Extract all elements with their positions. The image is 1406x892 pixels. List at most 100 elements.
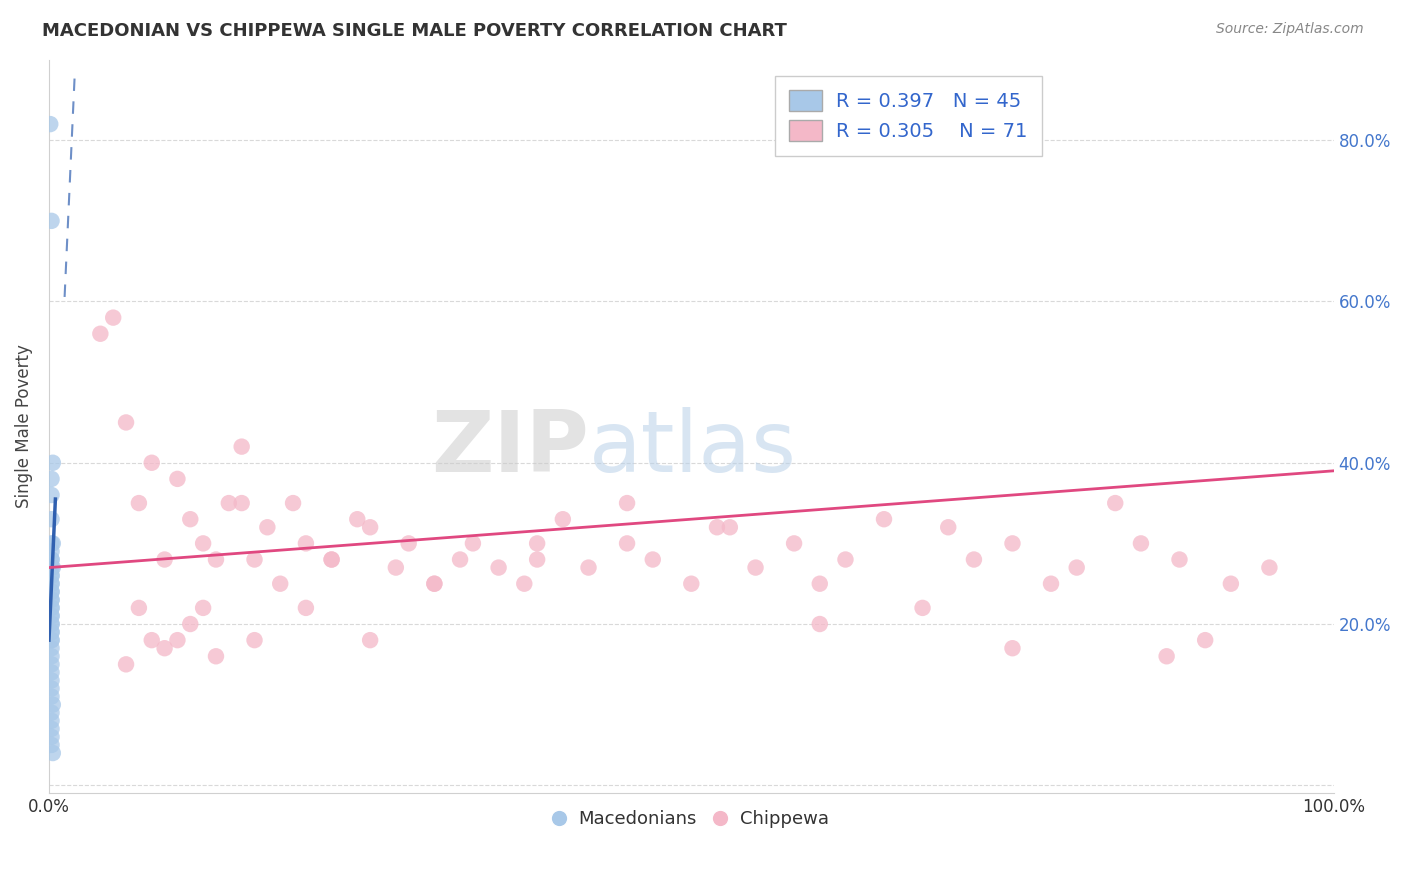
Point	[706, 520, 728, 534]
Point	[179, 617, 201, 632]
Point	[808, 576, 831, 591]
Point	[295, 536, 318, 550]
Point	[359, 520, 381, 534]
Point	[295, 600, 318, 615]
Point	[41, 584, 63, 599]
Point	[41, 512, 63, 526]
Point	[41, 617, 63, 632]
Point	[41, 633, 63, 648]
Point	[41, 592, 63, 607]
Point	[243, 552, 266, 566]
Point	[41, 617, 63, 632]
Point	[1168, 552, 1191, 566]
Point	[231, 496, 253, 510]
Point	[641, 552, 664, 566]
Point	[681, 576, 703, 591]
Point	[41, 633, 63, 648]
Point	[1066, 560, 1088, 574]
Point	[936, 520, 959, 534]
Point	[1194, 633, 1216, 648]
Legend: Macedonians, Chippewa: Macedonians, Chippewa	[546, 803, 837, 836]
Point	[41, 625, 63, 640]
Point	[513, 576, 536, 591]
Point	[1219, 576, 1241, 591]
Point	[218, 496, 240, 510]
Point	[1129, 536, 1152, 550]
Point	[449, 552, 471, 566]
Point	[526, 552, 548, 566]
Text: ZIP: ZIP	[430, 407, 589, 490]
Point	[179, 512, 201, 526]
Point	[42, 746, 65, 760]
Point	[41, 592, 63, 607]
Point	[41, 641, 63, 656]
Point	[41, 609, 63, 624]
Point	[526, 536, 548, 550]
Point	[488, 560, 510, 574]
Point	[141, 633, 163, 648]
Point	[873, 512, 896, 526]
Point	[191, 536, 214, 550]
Point	[205, 649, 228, 664]
Point	[911, 600, 934, 615]
Point	[205, 552, 228, 566]
Point	[551, 512, 574, 526]
Point	[191, 600, 214, 615]
Point	[41, 544, 63, 558]
Point	[269, 576, 291, 591]
Point	[128, 496, 150, 510]
Point	[41, 536, 63, 550]
Point	[41, 625, 63, 640]
Point	[231, 440, 253, 454]
Point	[256, 520, 278, 534]
Point	[41, 609, 63, 624]
Point	[398, 536, 420, 550]
Point	[41, 600, 63, 615]
Point	[1104, 496, 1126, 510]
Point	[1001, 536, 1024, 550]
Point	[359, 633, 381, 648]
Point	[461, 536, 484, 550]
Point	[808, 617, 831, 632]
Point	[166, 633, 188, 648]
Point	[423, 576, 446, 591]
Point	[616, 536, 638, 550]
Point	[41, 738, 63, 752]
Point	[744, 560, 766, 574]
Point	[41, 552, 63, 566]
Y-axis label: Single Male Poverty: Single Male Poverty	[15, 344, 32, 508]
Point	[834, 552, 856, 566]
Point	[41, 722, 63, 736]
Point	[41, 488, 63, 502]
Point	[616, 496, 638, 510]
Point	[41, 472, 63, 486]
Point	[41, 600, 63, 615]
Point	[281, 496, 304, 510]
Point	[41, 649, 63, 664]
Point	[321, 552, 343, 566]
Point	[963, 552, 986, 566]
Point	[42, 698, 65, 712]
Point	[41, 214, 63, 228]
Point	[783, 536, 806, 550]
Text: atlas: atlas	[589, 407, 797, 490]
Point	[41, 714, 63, 728]
Point	[153, 641, 176, 656]
Text: Source: ZipAtlas.com: Source: ZipAtlas.com	[1216, 22, 1364, 37]
Point	[115, 416, 138, 430]
Point	[385, 560, 408, 574]
Point	[41, 690, 63, 704]
Point	[115, 657, 138, 672]
Point	[718, 520, 741, 534]
Point	[103, 310, 125, 325]
Point	[41, 657, 63, 672]
Point	[41, 552, 63, 566]
Point	[41, 576, 63, 591]
Text: MACEDONIAN VS CHIPPEWA SINGLE MALE POVERTY CORRELATION CHART: MACEDONIAN VS CHIPPEWA SINGLE MALE POVER…	[42, 22, 787, 40]
Point	[41, 706, 63, 720]
Point	[42, 456, 65, 470]
Point	[153, 552, 176, 566]
Point	[423, 576, 446, 591]
Point	[1258, 560, 1281, 574]
Point	[41, 673, 63, 688]
